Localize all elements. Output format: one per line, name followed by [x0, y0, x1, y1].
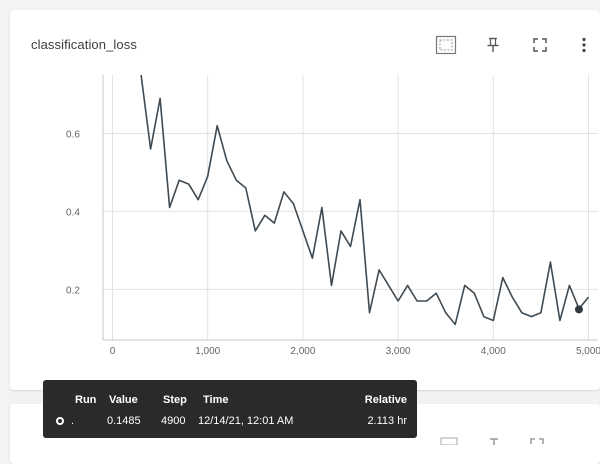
- chart-series: [140, 74, 590, 326]
- chart-tick-labels: 0 1,000 2,000 3,000 4,000 5,000 0.2 0.4 0.6: [66, 129, 600, 357]
- data-tooltip: Run Value Step Time Relative . 0.1485 49…: [43, 380, 417, 438]
- header-run: Run: [75, 394, 97, 406]
- run-color-dot-icon: [56, 417, 64, 425]
- x-tick-label: 0: [110, 346, 116, 357]
- highlight-point: [574, 305, 583, 314]
- value-cell: 0.1485: [107, 415, 141, 427]
- header-relative: Relative: [364, 394, 407, 406]
- relative-cell: 2.113 hr: [367, 415, 407, 427]
- fullscreen-icon[interactable]: [527, 33, 553, 57]
- pin-icon[interactable]: [480, 33, 506, 57]
- header-time: Time: [203, 394, 229, 406]
- fit-domain-icon[interactable]: [440, 432, 458, 446]
- x-tick-label: 3,000: [386, 346, 411, 357]
- fullscreen-icon[interactable]: [530, 432, 548, 444]
- x-tick-label: 4,000: [481, 346, 506, 357]
- scalar-card: [10, 10, 600, 390]
- series-line: [140, 74, 590, 326]
- fit-domain-icon[interactable]: [433, 33, 459, 57]
- header-value: Value: [109, 394, 138, 406]
- header-step: Step: [163, 394, 187, 406]
- more-vert-icon[interactable]: [574, 33, 594, 57]
- x-tick-label: 1,000: [195, 346, 220, 357]
- chart-grid: [103, 75, 598, 340]
- step-cell: 4900: [161, 415, 186, 427]
- y-tick-label: 0.2: [66, 285, 80, 296]
- run-name: .: [71, 415, 75, 427]
- y-tick-label: 0.4: [66, 207, 80, 218]
- chart-axes: [102, 75, 598, 341]
- tooltip-data-row: . 0.1485 4900 12/14/21, 12:01 AM 2.113 h…: [43, 415, 417, 431]
- line-chart: 0 1,000 2,000 3,000 4,000 5,000 0.2 0.4 0.6: [66, 74, 600, 357]
- tooltip-header-row: Run Value Step Time Relative: [43, 394, 417, 410]
- time-cell: 12/14/21, 12:01 AM: [198, 415, 294, 427]
- y-tick-label: 0.6: [66, 129, 80, 140]
- x-tick-label: 5,000: [576, 346, 600, 357]
- pin-icon[interactable]: [487, 432, 505, 445]
- card-title: classification_loss: [31, 37, 137, 52]
- x-tick-label: 2,000: [290, 346, 315, 357]
